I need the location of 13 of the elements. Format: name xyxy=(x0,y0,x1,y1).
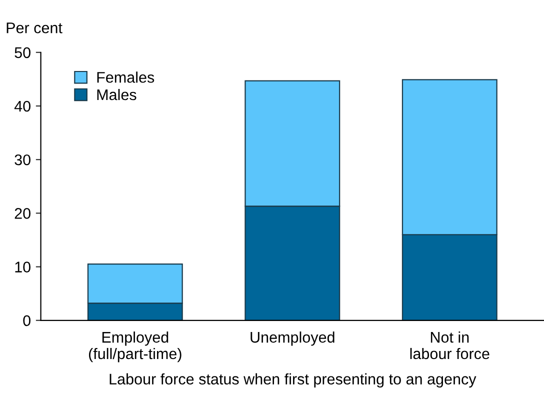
y-tick-label: 0 xyxy=(23,315,30,326)
x-tick-label: Employed (full/part-time) xyxy=(88,331,182,362)
x-axis-title: Labour force status when first presenting to an agency xyxy=(110,373,476,388)
x-tick-label: Not in labour force xyxy=(410,331,490,360)
y-axis-title: Per cent xyxy=(6,22,62,34)
y-tick-label: 50 xyxy=(14,47,30,58)
y-tick-label: 30 xyxy=(14,154,30,166)
y-tick-label: 10 xyxy=(15,262,30,272)
y-tick-label: 20 xyxy=(14,208,30,219)
y-tick-label: 40 xyxy=(14,100,30,112)
x-tick-label: Unemployed xyxy=(250,331,334,346)
legend-label: Males xyxy=(97,88,136,100)
legend-label: Females xyxy=(97,72,154,83)
